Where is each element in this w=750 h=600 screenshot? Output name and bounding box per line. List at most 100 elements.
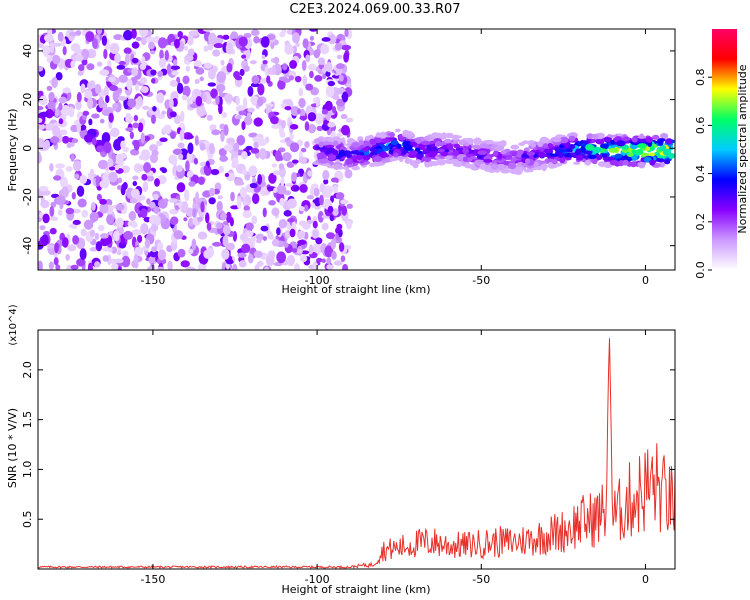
heatmap-noise-blob [94, 83, 102, 95]
heatmap-noise-blob [253, 117, 263, 127]
heatmap-noise-blob [332, 208, 339, 217]
heatmap-noise-blob [302, 38, 309, 49]
heatmap-noise-blob [74, 173, 80, 180]
heatmap-noise-blob [158, 57, 166, 69]
heatmap-noise-blob [114, 53, 121, 64]
heatmap-noise-blob [137, 234, 143, 243]
heatmap-noise-blob [271, 207, 280, 217]
heatmap-noise-blob [71, 191, 76, 200]
heatmap-signal-blob [486, 140, 493, 144]
heatmap-signal-blob [572, 161, 581, 165]
heatmap-signal-blob [635, 148, 644, 156]
heatmap-noise-blob [133, 139, 140, 151]
heatmap-signal-blob [430, 160, 440, 167]
y-tick-label: -40 [21, 237, 34, 255]
heatmap-noise-blob [251, 75, 260, 84]
heatmap-noise-blob [294, 185, 299, 192]
heatmap-signal-blob [568, 144, 576, 150]
heatmap-noise-blob [221, 112, 228, 118]
heatmap-noise-blob [246, 112, 252, 119]
heatmap-noise-blob [291, 221, 297, 232]
heatmap-noise-blob [61, 135, 70, 144]
heatmap-noise-blob [211, 129, 221, 136]
heatmap-signal-blob [615, 140, 626, 147]
heatmap-noise-blob [241, 243, 251, 253]
heatmap-noise-blob [69, 31, 78, 37]
heatmap-noise-blob [150, 223, 159, 232]
heatmap-noise-blob [52, 54, 61, 65]
heatmap-noise-blob [327, 33, 337, 45]
heatmap-noise-blob [208, 32, 217, 45]
heatmap-noise-blob [327, 205, 334, 214]
heatmap-signal-blob [490, 164, 499, 170]
heatmap-noise-blob [199, 111, 208, 116]
heatmap-noise-blob [341, 91, 349, 103]
heatmap-noise-blob [247, 85, 254, 97]
heatmap-noise-blob [213, 42, 224, 49]
heatmap-noise-blob [322, 73, 327, 80]
heatmap-noise-blob [84, 89, 93, 99]
heatmap-noise-blob [109, 85, 119, 92]
heatmap-noise-blob [284, 43, 294, 55]
heatmap-noise-blob [188, 30, 199, 37]
heatmap-noise-blob [117, 177, 123, 184]
heatmap-noise-blob [77, 70, 84, 76]
heatmap-noise-blob [161, 167, 168, 174]
heatmap-signal-blob [575, 148, 582, 155]
heatmap-noise-blob [313, 187, 320, 197]
heatmap-noise-blob [58, 118, 64, 125]
heatmap-noise-blob [49, 162, 54, 172]
heatmap-noise-blob [195, 95, 203, 107]
heatmap-signal-blob [458, 139, 466, 146]
heatmap-noise-blob [224, 93, 233, 103]
heatmap-noise-blob [131, 41, 140, 49]
heatmap-noise-blob [197, 231, 208, 240]
heatmap-signal-blob [452, 161, 460, 167]
heatmap-noise-blob [44, 139, 51, 150]
heatmap-noise-blob [286, 254, 295, 267]
heatmap-noise-blob [266, 75, 271, 84]
heatmap-noise-blob [123, 47, 132, 55]
heatmap-noise-blob [129, 131, 134, 140]
heatmap-noise-blob [89, 229, 96, 237]
heatmap-signal-blob [447, 143, 454, 151]
heatmap-noise-blob [318, 63, 325, 69]
heatmap-signal-blob [389, 157, 400, 161]
heatmap-noise-blob [38, 117, 43, 124]
heatmap-noise-blob [132, 180, 138, 187]
heatmap-signal-blob [537, 140, 544, 148]
colorbar-label: Normalized spectral amplitude [736, 64, 749, 233]
heatmap-noise-blob [151, 114, 156, 125]
heatmap-noise-blob [101, 132, 111, 144]
heatmap-noise-blob [130, 29, 137, 39]
heatmap-noise-blob [61, 237, 69, 248]
heatmap-noise-blob [106, 214, 115, 225]
heatmap-noise-blob [98, 96, 104, 109]
heatmap-signal-blob [393, 152, 399, 158]
heatmap-signal-blob [414, 159, 422, 164]
heatmap-noise-blob [55, 264, 61, 270]
heatmap-noise-blob [297, 249, 303, 254]
heatmap-noise-blob [195, 67, 205, 75]
heatmap-noise-blob [39, 212, 44, 219]
heatmap-noise-blob [241, 54, 247, 59]
x-tick-label: 0 [642, 274, 649, 287]
heatmap-noise-blob [282, 78, 291, 83]
heatmap-noise-blob [74, 54, 84, 62]
y-tick-label: 0.5 [21, 510, 34, 528]
heatmap-noise-blob [312, 97, 319, 104]
heatmap-noise-blob [55, 72, 63, 81]
heatmap-noise-blob [203, 249, 213, 259]
heatmap-noise-blob [174, 205, 179, 210]
heatmap-noise-blob [54, 242, 59, 254]
heatmap-signal-blob [483, 158, 493, 163]
heatmap-noise-blob [50, 136, 60, 144]
heatmap-noise-blob [91, 113, 100, 119]
heatmap-noise-blob [270, 41, 275, 50]
heatmap-noise-blob [316, 257, 323, 263]
heatmap-noise-blob [176, 182, 186, 193]
heatmap-noise-blob [299, 255, 308, 263]
heatmap-noise-blob [76, 123, 82, 133]
heatmap-noise-blob [290, 106, 300, 117]
heatmap-noise-blob [65, 253, 70, 261]
